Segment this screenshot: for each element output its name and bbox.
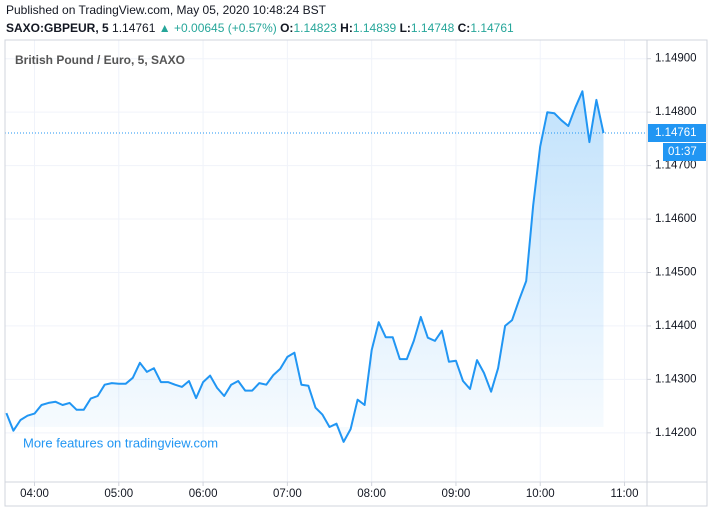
ohlc-value: 1.14761 [470,21,514,35]
symbol: SAXO:GBPEUR, 5 [6,21,109,35]
change-arrow: ▲ [159,21,171,35]
y-tick-label: 1.14200 [655,427,697,439]
price-line [5,90,605,443]
last-price-box [648,123,706,142]
ohlc-value: 1.14839 [353,21,397,35]
x-tick-label: 04:00 [20,488,49,500]
plot [5,40,651,486]
y-tick-label: 1.14500 [655,267,697,279]
x-tick-label: 06:00 [189,488,218,500]
legend-title: British Pound / Euro, 5, SAXO [15,53,185,67]
ohlc-label: H: [340,21,353,35]
ohlc-label: L: [400,21,411,35]
last-price: 1.14761 [112,21,156,35]
y-tick-label: 1.14700 [655,160,697,172]
ohlc-label: O: [280,21,293,35]
x-tick-label: 10:00 [526,488,555,500]
ohlc-value: 1.14823 [293,21,337,35]
published: Published on TradingView.com, May 05, 20… [6,3,327,17]
y-tick-label: 1.14300 [655,373,697,385]
area [6,91,604,442]
y-tick-label: 1.14900 [655,53,697,65]
y-tick-label: 1.14600 [655,213,697,225]
countdown: 01:37 [668,146,697,158]
ohlc-value: 1.14748 [411,21,455,35]
last-price-label: 1.14761 [655,127,697,139]
frame [4,39,708,507]
x-tick-label: 07:00 [273,488,302,500]
countdown-box [663,142,706,161]
change: +0.00645 (+0.57%) [174,21,277,35]
ohlc-label: C: [458,21,471,35]
symbol-line: SAXO:GBPEUR, 5 1.14761 ▲ +0.00645 (+0.57… [6,21,514,35]
x-tick-label: 08:00 [357,488,386,500]
x-tick-label: 09:00 [442,488,471,500]
x-tick-label: 11:00 [611,488,639,500]
x-tick-label: 05:00 [104,488,133,500]
symbol-info: SAXO:GBPEUR, 5 1.14761 ▲ +0.00645 (+0.57… [6,21,514,35]
y-tick-label: 1.14400 [655,320,697,332]
y-tick-label: 1.14800 [655,106,697,118]
watermark: More features on tradingview.com [23,435,218,450]
